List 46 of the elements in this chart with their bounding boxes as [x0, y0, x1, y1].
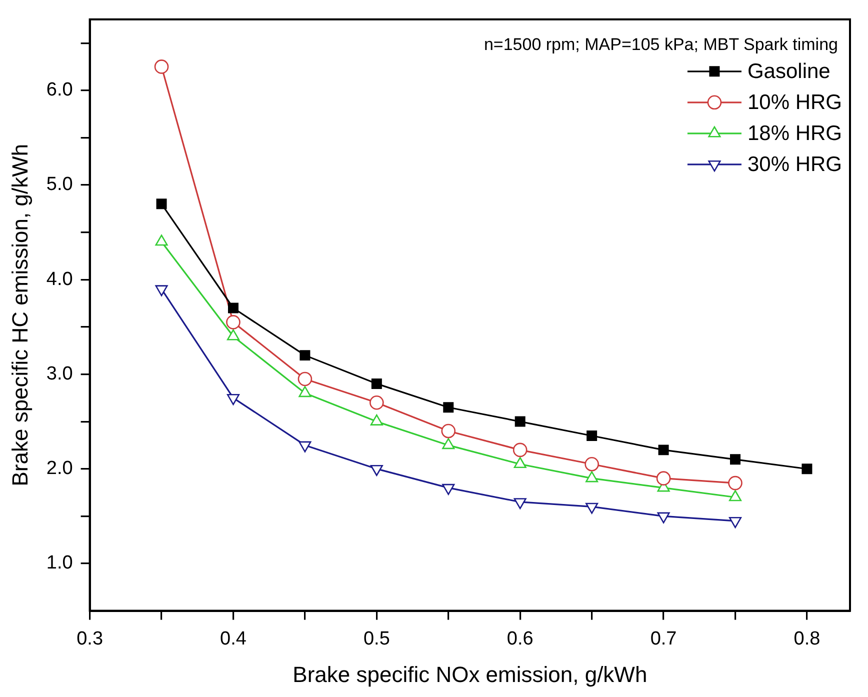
point: [370, 414, 383, 426]
y-tick-label: 2.0: [46, 458, 73, 480]
point: [370, 395, 384, 410]
point: [300, 350, 310, 361]
point: [584, 456, 599, 472]
legend-label: Gasoline: [747, 60, 830, 84]
point: [154, 60, 169, 74]
point: [658, 444, 669, 456]
point: [514, 416, 526, 427]
point: [371, 378, 382, 389]
point: [226, 315, 240, 330]
point: [156, 198, 167, 210]
point: [728, 476, 742, 490]
point: [442, 438, 455, 450]
point: [512, 442, 528, 458]
point: [441, 424, 456, 438]
legend-label: 18% HRG: [747, 122, 842, 146]
y-tick-label: 1.0: [46, 552, 73, 574]
annotation: n=1500 rpm; MAP=105 kPa; MBT Spark timing: [484, 35, 838, 54]
point: [228, 302, 238, 314]
x-axis-title: Brake specific NOx emission, g/kWh: [292, 662, 648, 687]
point: [298, 386, 312, 398]
legend-label: 10% HRG: [747, 91, 842, 114]
point: [298, 372, 312, 386]
y-tick-label: 4.0: [46, 268, 73, 290]
y-tick-label: 3.0: [46, 363, 73, 384]
y-tick-label: 6.0: [46, 80, 73, 101]
y-axis-title: Brake specific HC emission, g/kWh: [7, 144, 32, 486]
x-tick-label: 0.7: [650, 628, 677, 650]
x-tick-label: 0.4: [220, 628, 247, 650]
point: [443, 402, 454, 413]
x-tick-label: 0.3: [76, 628, 104, 650]
point: [514, 456, 526, 468]
point: [656, 471, 671, 486]
point: [155, 234, 168, 246]
point: [226, 329, 240, 340]
point: [730, 454, 740, 465]
point: [586, 430, 598, 441]
legend-label: 30% HRG: [747, 153, 842, 176]
y-tick-label: 5.0: [46, 174, 73, 196]
point: [728, 490, 742, 502]
point: [802, 464, 812, 474]
x-tick-label: 0.8: [794, 628, 820, 650]
x-tick-label: 0.5: [363, 628, 390, 650]
x-tick-label: 0.6: [506, 628, 534, 650]
point: [586, 471, 598, 482]
